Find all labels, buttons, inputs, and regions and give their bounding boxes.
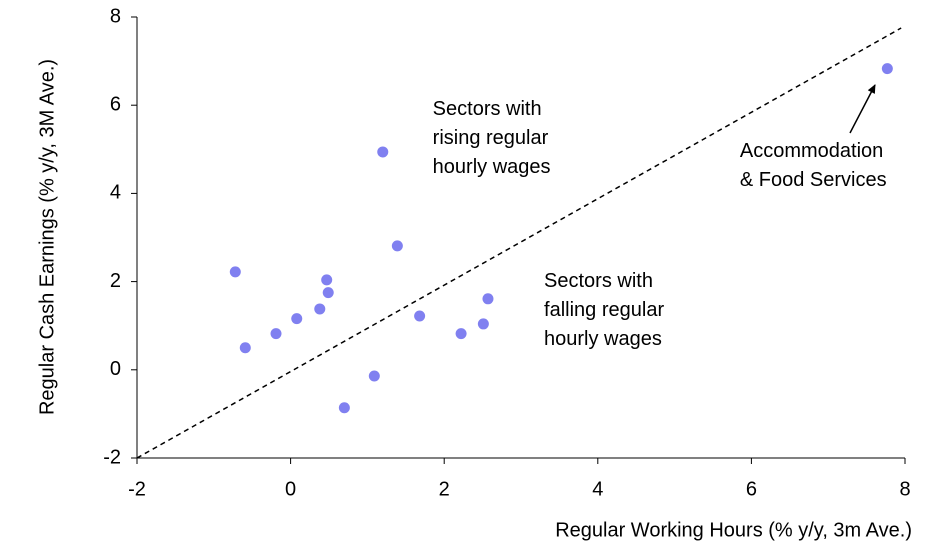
point bbox=[482, 293, 494, 305]
reference-line bbox=[136, 27, 902, 459]
y-axis-label: Regular Cash Earnings (% y/y, 3M Ave.) bbox=[36, 59, 58, 415]
y-tick-label: 4 bbox=[110, 182, 121, 204]
point bbox=[881, 63, 893, 75]
annotation-text: hourly wages bbox=[544, 328, 662, 350]
x-tick-label: 0 bbox=[285, 478, 296, 500]
y-tick-label: 8 bbox=[110, 5, 121, 27]
point bbox=[322, 287, 334, 299]
x-tick-label: 2 bbox=[439, 478, 450, 500]
x-tick-label: -2 bbox=[128, 478, 146, 500]
x-tick-label: 4 bbox=[592, 478, 603, 500]
point bbox=[321, 274, 333, 286]
point bbox=[477, 318, 489, 330]
y-tick-label: -2 bbox=[103, 446, 121, 468]
y-tick-label: 2 bbox=[110, 270, 121, 292]
x-tick-label: 6 bbox=[746, 478, 757, 500]
annotation-text: rising regular bbox=[433, 127, 549, 149]
annotation-arrow bbox=[849, 84, 876, 134]
x-axis-label: Regular Working Hours (% y/y, 3m Ave.) bbox=[555, 519, 912, 541]
annotation-text: & Food Services bbox=[740, 169, 887, 191]
x-tick-label: 8 bbox=[899, 478, 910, 500]
point bbox=[391, 240, 403, 252]
y-tick-label: 6 bbox=[110, 93, 121, 115]
point bbox=[314, 303, 326, 315]
point bbox=[229, 266, 241, 278]
annotation-text: Sectors with bbox=[433, 98, 542, 120]
point bbox=[291, 313, 303, 325]
point bbox=[377, 146, 389, 158]
point bbox=[239, 342, 251, 354]
point bbox=[455, 328, 467, 340]
annotation-text: falling regular bbox=[544, 299, 664, 321]
annotation-text: hourly wages bbox=[433, 156, 551, 178]
point bbox=[338, 402, 350, 414]
point bbox=[270, 328, 282, 340]
annotation-text: Accommodation bbox=[740, 140, 883, 162]
y-tick-label: 0 bbox=[110, 358, 121, 380]
point bbox=[414, 310, 426, 322]
annotation-text: Sectors with bbox=[544, 270, 653, 292]
point bbox=[368, 370, 380, 382]
